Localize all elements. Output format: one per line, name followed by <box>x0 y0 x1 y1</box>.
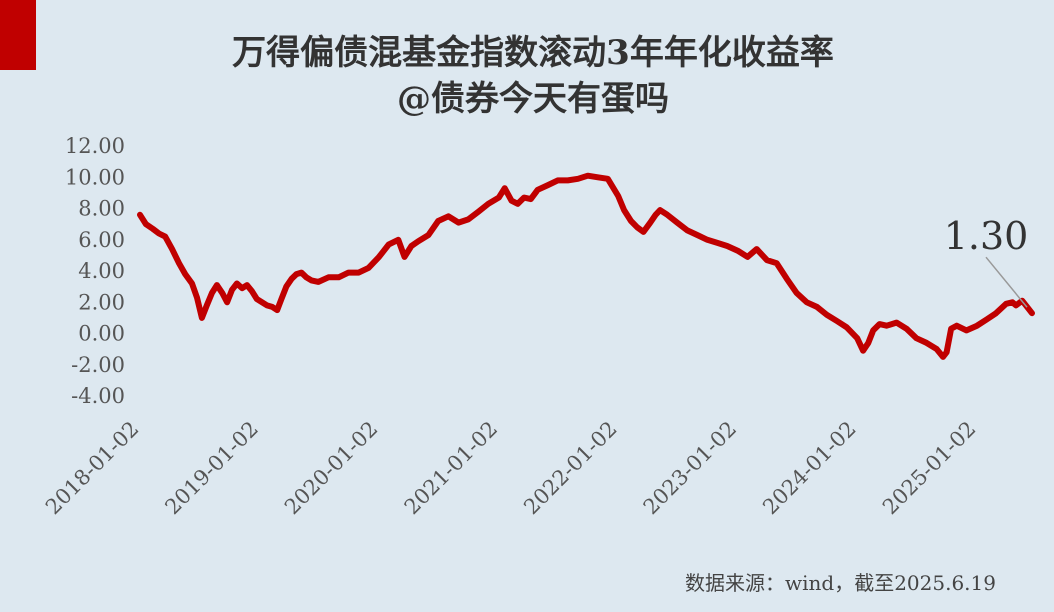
y-tick-label: 2.00 <box>78 290 125 314</box>
y-tick-label: 6.00 <box>78 228 125 252</box>
chart-subtitle: @债券今天有蛋吗 <box>397 79 669 119</box>
x-tick-label: 2019-01-02 <box>160 417 263 520</box>
annotation-leader-line <box>985 256 1028 308</box>
y-tick-label: -4.00 <box>71 384 125 408</box>
x-tick-label: 2023-01-02 <box>639 417 742 520</box>
y-tick-label: -2.00 <box>71 353 125 377</box>
x-axis-ticks: 2018-01-02 2019-01-02 2020-01-02 2021-01-02… <box>41 417 981 520</box>
y-axis-ticks: 12.00 10.00 8.00 6.00 4.00 2.00 0.00 -2.00 -4.00 <box>65 134 125 408</box>
x-tick-label: 2021-01-02 <box>400 417 503 520</box>
source-note: 数据来源：wind，截至2025.6.19 <box>685 571 996 595</box>
y-tick-label: 12.00 <box>65 134 125 158</box>
chart-title: 万得偏债混基金指数滚动3年年化收益率 <box>232 33 834 73</box>
accent-bar <box>0 0 36 70</box>
y-tick-label: 0.00 <box>78 322 125 346</box>
x-tick-label: 2018-01-02 <box>41 417 144 520</box>
y-tick-label: 10.00 <box>65 165 125 189</box>
x-tick-label: 2025-01-02 <box>878 417 981 520</box>
x-tick-label: 2024-01-02 <box>758 417 861 520</box>
annotation-label: 1.30 <box>944 214 1029 258</box>
x-tick-label: 2022-01-02 <box>519 417 622 520</box>
y-tick-label: 4.00 <box>78 259 125 283</box>
series-line <box>137 172 1035 360</box>
x-tick-label: 2020-01-02 <box>280 417 383 520</box>
y-tick-label: 8.00 <box>78 197 125 221</box>
